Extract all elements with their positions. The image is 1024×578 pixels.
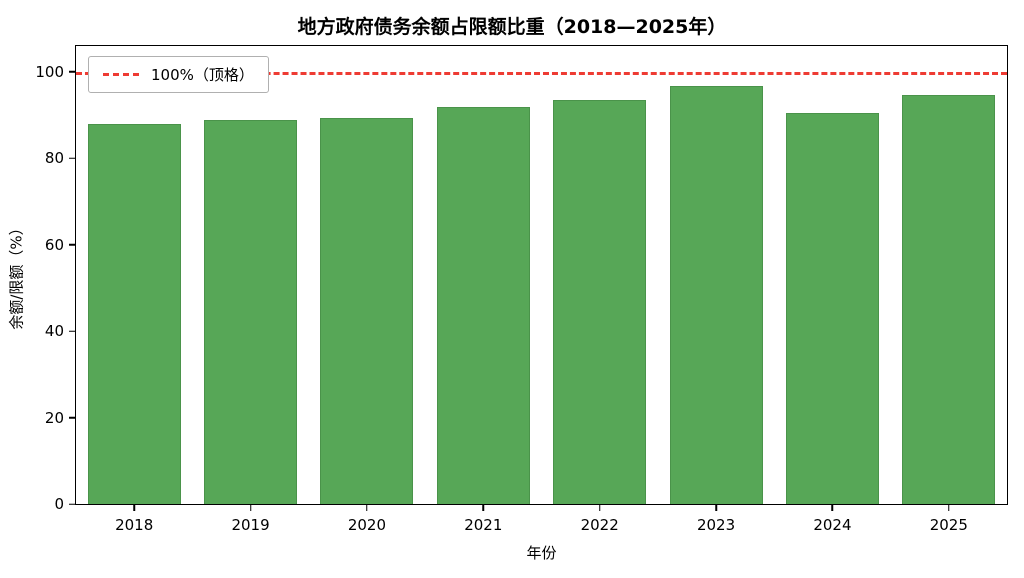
y-tick-mark <box>69 157 76 160</box>
y-tick-label: 0 <box>54 495 64 513</box>
bar-2021 <box>436 107 530 504</box>
y-tick-mark <box>69 416 76 419</box>
x-tick-label: 2020 <box>309 504 425 534</box>
x-tick-label: 2021 <box>425 504 541 534</box>
bar-slot <box>309 46 425 504</box>
x-tick-label: 2022 <box>542 504 658 534</box>
x-axis-label: 年份 <box>526 544 557 562</box>
legend-label: 100%（顶格） <box>151 66 254 84</box>
legend: 100%（顶格） <box>88 56 269 93</box>
y-tick-mark <box>69 330 76 332</box>
y-tick-mark <box>69 244 76 246</box>
x-tick-mark <box>598 504 601 511</box>
x-tick-mark <box>948 504 950 511</box>
bars <box>76 46 1007 504</box>
y-tick-mark <box>69 71 76 73</box>
plot-area: 100%（顶格） 0 20 40 60 80 100 2018 2019 2020 2021 20… <box>8 45 1008 562</box>
x-tick-mark <box>249 504 252 511</box>
legend-dashed-line-icon <box>103 73 139 76</box>
y-tick-label: 80 <box>44 149 64 168</box>
bar-slot <box>542 46 658 504</box>
bar-2020 <box>320 118 414 504</box>
x-tick-label: 2019 <box>192 504 308 534</box>
x-tick-label: 2023 <box>658 504 774 534</box>
y-tick-mark <box>69 503 76 505</box>
y-tick-label: 100 <box>35 62 64 81</box>
bar-2022 <box>553 100 647 504</box>
bar-slot <box>76 46 192 504</box>
y-tick-label: 40 <box>44 322 64 341</box>
x-tick-mark <box>482 504 485 511</box>
x-tick-label: 2018 <box>76 504 192 534</box>
bar-2025 <box>902 94 996 504</box>
x-tick-label: 2024 <box>774 504 890 534</box>
bar-slot <box>658 46 774 504</box>
bar-slot <box>774 46 890 504</box>
chart-title: 地方政府债务余额占限额比重（2018—2025年） <box>297 16 727 38</box>
reference-line-100 <box>76 71 1007 75</box>
bar-2019 <box>204 120 298 504</box>
x-tick-mark <box>366 504 368 511</box>
y-axis-label: 余额/限额（%） <box>7 220 26 330</box>
x-axis-ticks: 2018 2019 2020 2021 2022 2023 2024 2025 <box>76 504 1007 534</box>
x-tick-label: 2025 <box>891 504 1007 534</box>
bar-2023 <box>669 85 763 504</box>
x-tick-mark <box>715 504 717 511</box>
bar-slot <box>192 46 308 504</box>
y-tick-label: 20 <box>44 408 64 427</box>
bar-slot <box>891 46 1007 504</box>
x-tick-mark <box>831 504 834 511</box>
bar-2018 <box>87 124 181 504</box>
y-tick-label: 60 <box>44 235 64 254</box>
bar-slot <box>425 46 541 504</box>
x-tick-mark <box>133 504 135 511</box>
bar-2024 <box>785 113 879 504</box>
